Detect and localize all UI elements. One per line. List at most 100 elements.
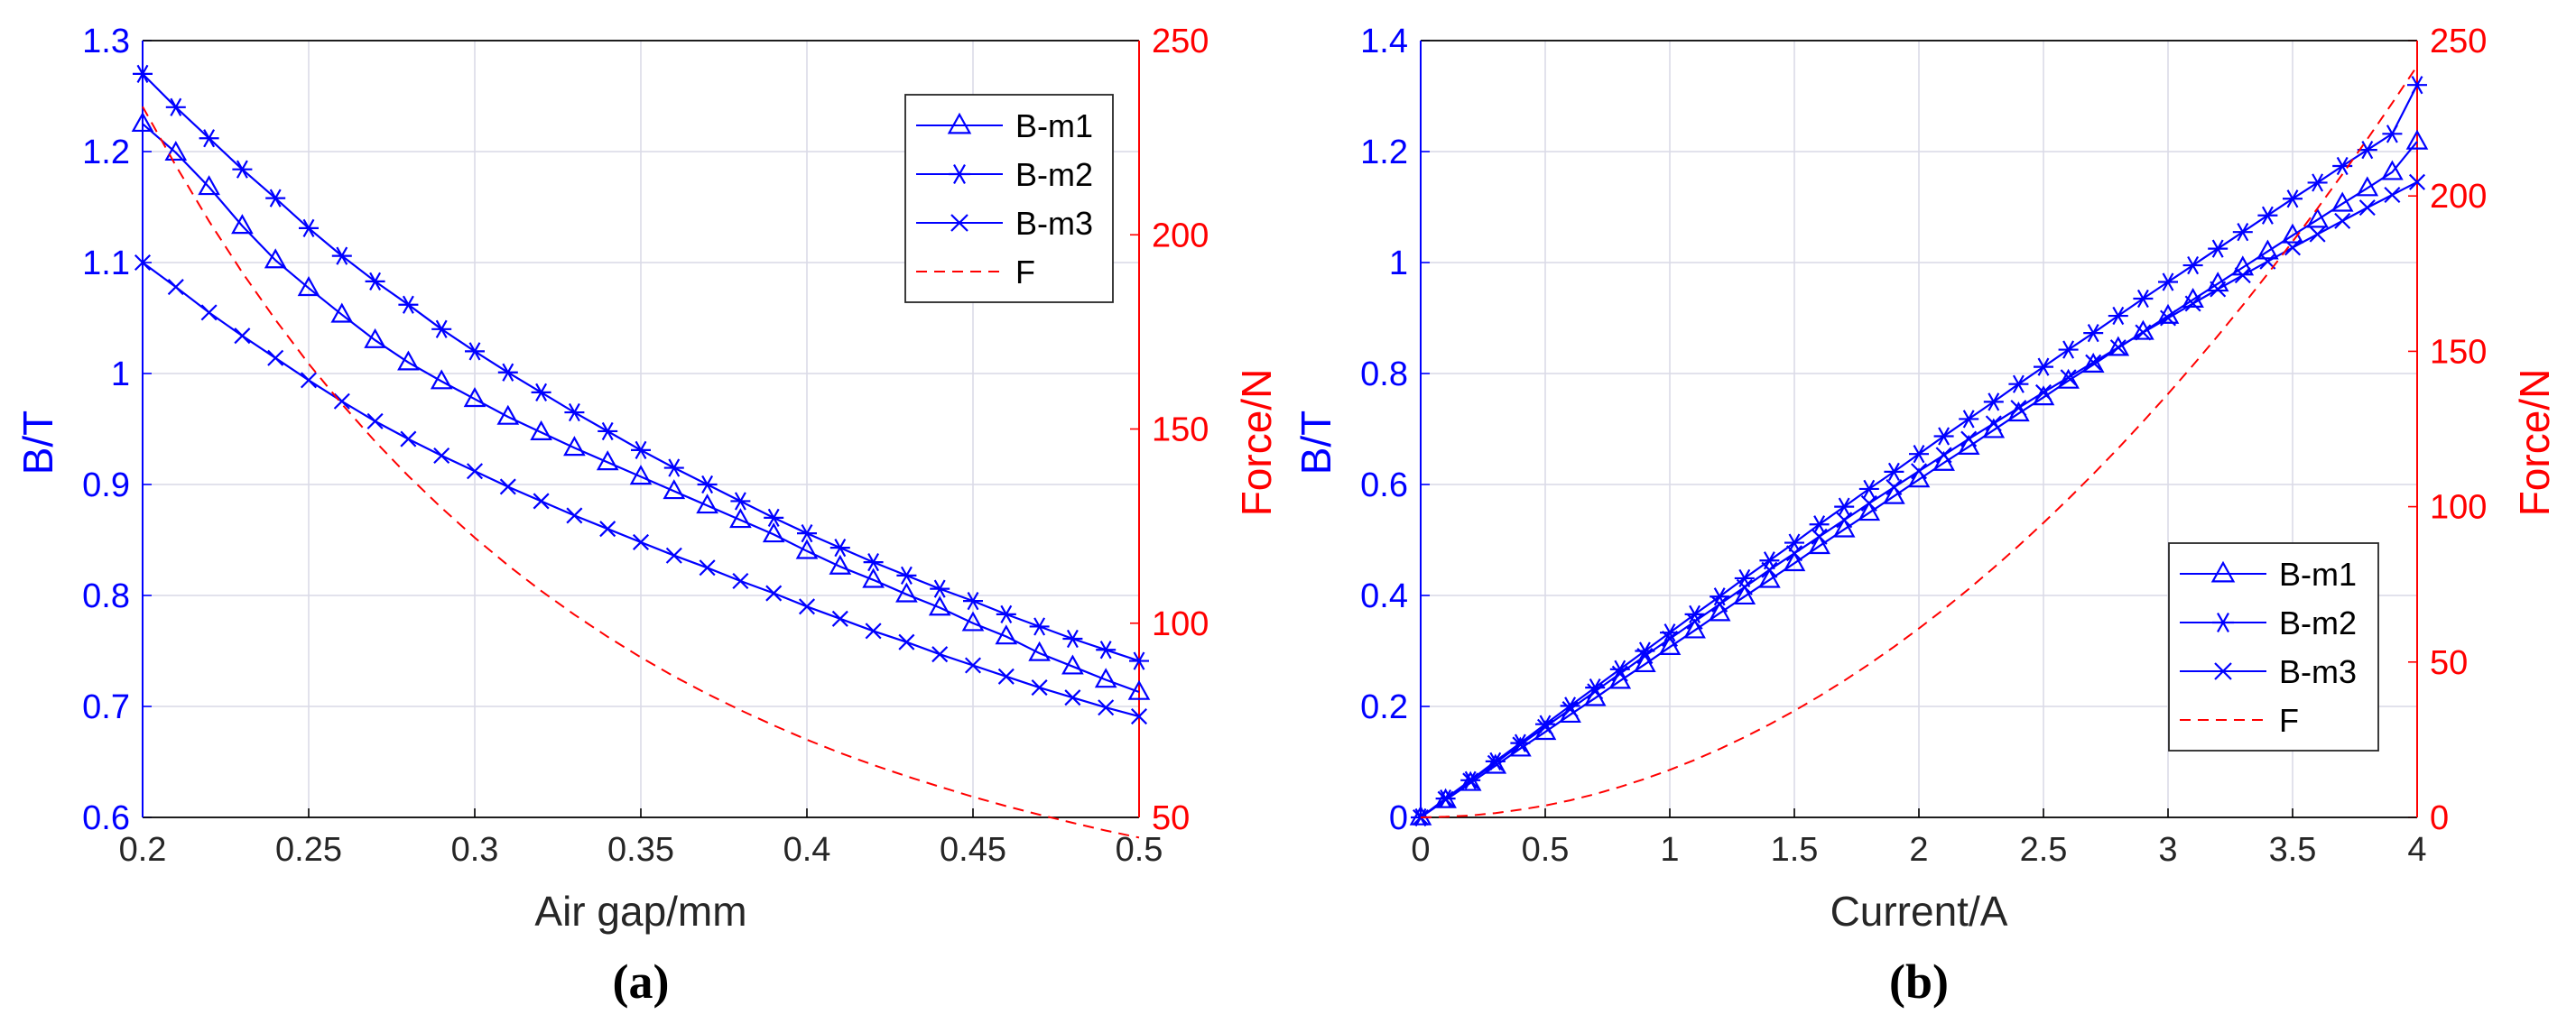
x-marker	[1031, 679, 1048, 697]
x-marker	[1130, 708, 1148, 725]
x-marker	[566, 507, 583, 524]
asterisk-marker	[2008, 374, 2029, 393]
asterisk-marker	[598, 421, 618, 441]
x-marker	[333, 392, 350, 410]
x-tick-label: 0.35	[607, 831, 674, 869]
asterisk-marker	[2232, 223, 2253, 242]
y-tick-label: 0.9	[82, 466, 130, 504]
x-marker	[632, 533, 650, 550]
x-marker	[898, 633, 915, 650]
x-tick-label: 0.2	[119, 831, 167, 869]
asterisk-marker	[1884, 462, 1904, 481]
y-tick-label: 1	[111, 355, 130, 393]
triangle-marker	[530, 420, 552, 440]
triangle-marker	[1783, 551, 1806, 572]
asterisk-marker	[730, 492, 751, 511]
x-marker	[1462, 772, 1479, 789]
x-tick-label: 3	[2158, 831, 2177, 869]
triangle-marker	[1459, 770, 1482, 791]
x-tick-label: 2.5	[2020, 831, 2068, 869]
x-marker	[1860, 494, 1877, 512]
x-tick-label: 1	[1660, 831, 1679, 869]
triangle-marker	[563, 436, 586, 457]
triangle-marker	[2330, 191, 2354, 212]
x-marker	[1487, 754, 1504, 771]
asterisk-marker	[2382, 125, 2403, 143]
x-marker	[267, 349, 284, 366]
x-tick-label: 3.5	[2269, 831, 2317, 869]
x-marker	[2034, 383, 2052, 401]
asterisk-marker	[2083, 323, 2104, 343]
triangle-marker	[795, 539, 819, 559]
x-axis-label: Air gap/mm	[534, 888, 746, 935]
x-marker	[1587, 683, 1604, 700]
asterisk-marker	[1933, 427, 1954, 446]
x-marker	[1098, 699, 1115, 716]
x-marker	[1636, 648, 1654, 665]
x-tick-label: 0	[1411, 831, 1430, 869]
y-tick-label: 0.6	[82, 799, 130, 837]
y2-tick-label: 100	[1152, 605, 1209, 643]
x-marker	[1985, 415, 2002, 432]
asterisk-marker	[2208, 239, 2229, 258]
series-line	[1420, 65, 2418, 818]
triangle-marker	[2405, 129, 2429, 150]
x-marker	[2214, 662, 2232, 680]
asterisk-marker	[331, 246, 352, 265]
asterisk-marker	[398, 295, 419, 314]
x-marker	[2384, 186, 2401, 203]
asterisk-marker	[1983, 392, 2004, 411]
triangle-marker	[829, 554, 852, 575]
y2-tick-label: 0	[2430, 799, 2449, 837]
x-marker	[466, 463, 484, 480]
asterisk-marker	[2257, 206, 2278, 225]
x-marker	[2210, 281, 2227, 298]
asterisk-marker	[497, 363, 518, 382]
x-marker	[533, 493, 550, 510]
asterisk-marker	[631, 440, 651, 459]
asterisk-marker	[1809, 515, 1830, 534]
y2-tick-label: 150	[2430, 333, 2487, 371]
triangle-marker	[928, 595, 951, 616]
asterisk-marker	[896, 566, 917, 585]
triangle-marker	[1932, 450, 1955, 471]
triangle-marker	[297, 276, 320, 297]
triangle-marker	[1733, 584, 1756, 605]
x-marker	[765, 585, 783, 602]
asterisk-marker	[232, 160, 253, 179]
asterisk-marker	[165, 97, 186, 116]
y-tick-label: 0.7	[82, 688, 130, 726]
asterisk-marker	[2407, 76, 2427, 95]
triangle-marker	[463, 387, 486, 408]
x-marker	[167, 279, 184, 296]
y-tick-label: 0.2	[1360, 688, 1408, 726]
triangle-marker	[430, 369, 453, 390]
triangle-marker	[729, 508, 752, 529]
triangle-marker	[762, 522, 785, 543]
y2-tick-label: 250	[1152, 23, 1209, 60]
asterisk-marker	[996, 604, 1016, 624]
asterisk-marker	[930, 579, 950, 598]
x-tick-label: 0.45	[940, 831, 1006, 869]
legend-label: B-m3	[1015, 205, 1093, 242]
x-marker	[931, 646, 949, 663]
y2-tick-label: 250	[2430, 23, 2487, 60]
x-marker	[599, 521, 616, 538]
y2-tick-label: 50	[2430, 644, 2468, 682]
triangle-marker	[1094, 668, 1117, 688]
x-marker	[300, 372, 318, 389]
x-marker	[1836, 512, 1853, 529]
asterisk-marker	[133, 64, 153, 84]
triangle-marker	[995, 624, 1018, 645]
x-marker	[2159, 309, 2177, 327]
chart-panel-1: 0 0.5 1 1.5 2 2.5 3 3.5 400.20.40.60.811.21.4050…	[1293, 23, 2558, 1009]
asterisk-marker	[1096, 641, 1117, 660]
asterisk-marker	[829, 538, 850, 558]
y2-axis-label: Force/N	[1233, 369, 1280, 517]
y2-tick-label: 200	[2430, 178, 2487, 216]
triangle-marker	[1832, 517, 1856, 538]
triangle-marker	[2256, 239, 2279, 260]
triangle-marker	[2210, 560, 2236, 583]
triangle-marker	[1409, 805, 1432, 826]
x-tick-label: 0.5	[1522, 831, 1570, 869]
